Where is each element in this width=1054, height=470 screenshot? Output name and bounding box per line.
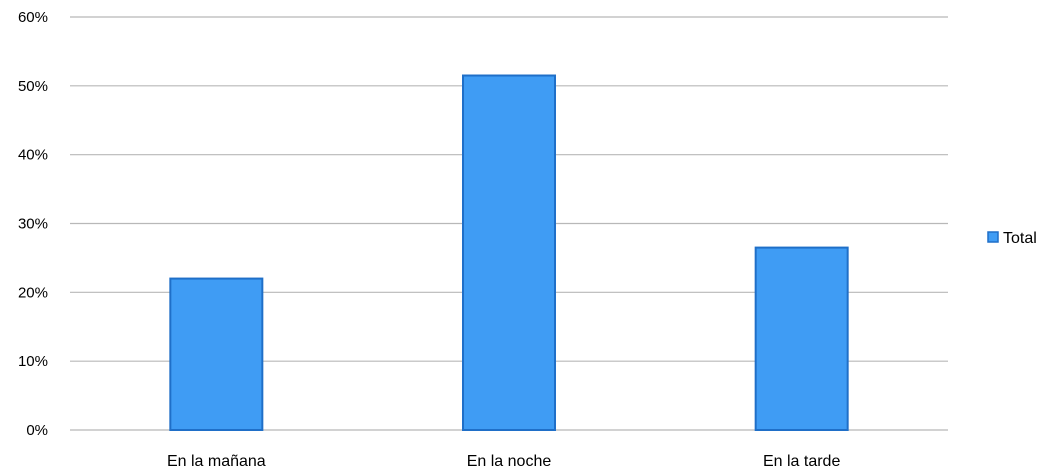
y-tick-label: 60% [18, 9, 48, 26]
bars [169, 74, 849, 432]
y-tick-label: 40% [18, 147, 48, 164]
legend: Total [987, 230, 1037, 247]
bar [169, 277, 264, 432]
bar [462, 74, 556, 431]
y-tick-label: 10% [18, 353, 48, 370]
x-axis-labels: En la mañana En la noche En la tarde [167, 453, 840, 470]
y-tick-label: 30% [18, 216, 48, 233]
bar [754, 246, 849, 431]
x-category-label: En la mañana [167, 453, 266, 470]
legend-label: Total [1003, 230, 1037, 247]
y-tick-label: 50% [18, 78, 48, 95]
legend-swatch [987, 231, 999, 243]
y-tick-label: 20% [18, 284, 48, 301]
x-category-label: En la tarde [763, 453, 840, 470]
y-tick-label: 0% [26, 422, 48, 439]
x-category-label: En la noche [467, 453, 552, 470]
y-axis-ticks: 0% 10% 20% 30% 40% 50% 60% [18, 9, 48, 439]
